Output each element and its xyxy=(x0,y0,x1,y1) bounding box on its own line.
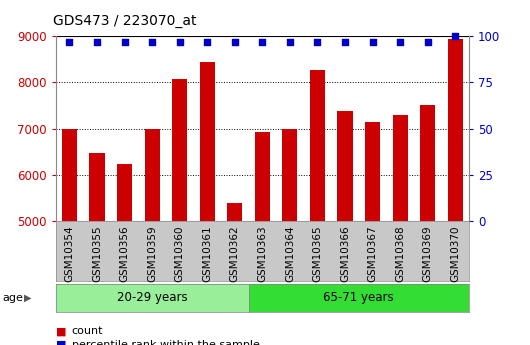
Bar xyxy=(365,121,380,221)
Bar xyxy=(90,152,104,221)
Point xyxy=(313,39,322,45)
Bar xyxy=(448,39,463,221)
Point xyxy=(286,39,294,45)
Text: GSM10368: GSM10368 xyxy=(395,226,405,282)
Text: GSM10361: GSM10361 xyxy=(202,226,212,282)
Text: GSM10364: GSM10364 xyxy=(285,226,295,282)
Text: GSM10355: GSM10355 xyxy=(92,226,102,282)
Bar xyxy=(338,110,352,221)
Bar xyxy=(200,62,215,221)
Point xyxy=(423,39,432,45)
Text: GSM10360: GSM10360 xyxy=(175,226,184,282)
Text: 20-29 years: 20-29 years xyxy=(117,292,188,304)
Point xyxy=(120,39,129,45)
Bar xyxy=(393,115,408,221)
Bar xyxy=(62,129,77,221)
Text: age: age xyxy=(3,293,23,303)
Bar xyxy=(145,129,160,221)
Text: percentile rank within the sample: percentile rank within the sample xyxy=(72,340,259,345)
Point xyxy=(231,39,239,45)
Point xyxy=(93,39,101,45)
Text: 65-71 years: 65-71 years xyxy=(323,292,394,304)
Text: GSM10369: GSM10369 xyxy=(423,226,432,282)
Point xyxy=(203,39,211,45)
Point xyxy=(396,39,404,45)
Point xyxy=(65,39,74,45)
Text: GSM10365: GSM10365 xyxy=(313,226,322,282)
Text: GSM10367: GSM10367 xyxy=(368,226,377,282)
Point xyxy=(341,39,349,45)
Text: ■: ■ xyxy=(56,340,66,345)
Point xyxy=(258,39,267,45)
Text: count: count xyxy=(72,326,103,336)
Text: ▶: ▶ xyxy=(24,293,32,303)
Bar xyxy=(255,132,270,221)
Text: GSM10356: GSM10356 xyxy=(120,226,129,282)
Text: GSM10359: GSM10359 xyxy=(147,226,157,282)
Bar xyxy=(282,129,297,221)
Text: GSM10354: GSM10354 xyxy=(65,226,74,282)
Point xyxy=(175,39,184,45)
Text: GSM10362: GSM10362 xyxy=(230,226,240,282)
Text: ■: ■ xyxy=(56,326,66,336)
Bar xyxy=(117,164,132,221)
Text: GDS473 / 223070_at: GDS473 / 223070_at xyxy=(53,13,197,28)
Bar xyxy=(310,70,325,221)
Point xyxy=(368,39,377,45)
Point xyxy=(148,39,156,45)
Point xyxy=(451,33,460,39)
Bar xyxy=(172,79,187,221)
Bar xyxy=(420,105,435,221)
Text: GSM10370: GSM10370 xyxy=(450,226,460,282)
Bar xyxy=(227,203,242,221)
Text: GSM10363: GSM10363 xyxy=(258,226,267,282)
Text: GSM10366: GSM10366 xyxy=(340,226,350,282)
